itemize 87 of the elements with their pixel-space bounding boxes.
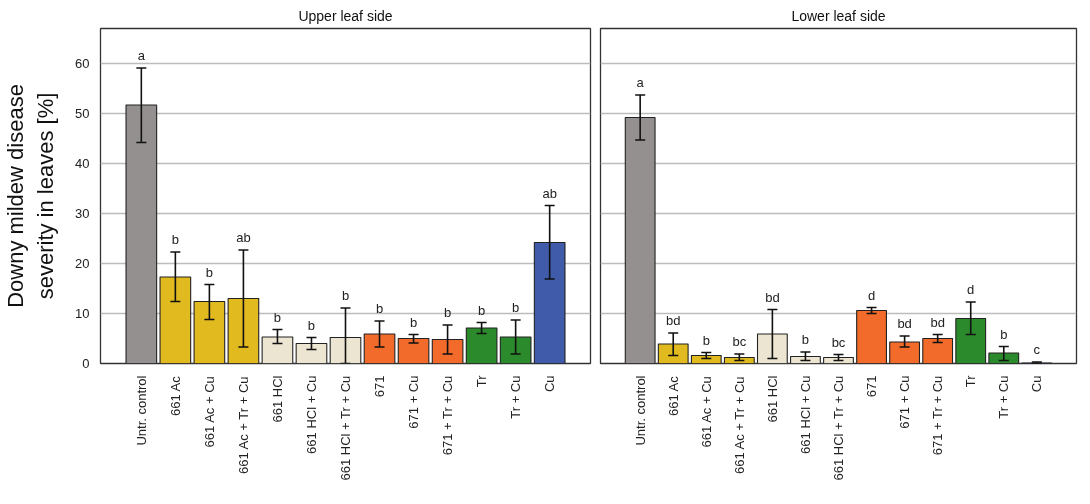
- y-tick-label: 0: [82, 356, 90, 371]
- x-tick-label: 661 Ac + Cu: [201, 376, 217, 448]
- bar: [363, 333, 396, 364]
- x-tick-label: 661 HCl + Cu: [303, 375, 319, 454]
- annotation: bd: [897, 316, 912, 331]
- bar: [499, 336, 532, 364]
- y-tick-label: 10: [75, 306, 90, 321]
- y-tick-label: 40: [75, 156, 90, 171]
- x-tick-label: 661 Ac + Tr + Cu: [235, 376, 251, 475]
- x-tick-label: Cu: [542, 375, 558, 393]
- x-tick-label: 671 + Tr + Cu: [440, 375, 456, 456]
- bar: [922, 337, 954, 364]
- x-tick-label: 661 Ac + Cu: [698, 376, 714, 448]
- bar: [624, 116, 656, 364]
- x-tick-label: 661 Ac: [665, 375, 681, 416]
- x-tick-label: Tr: [963, 374, 979, 388]
- y-tick-label: 60: [75, 56, 90, 71]
- bar: [159, 276, 192, 364]
- annotation: b: [205, 264, 214, 280]
- annotation: b: [478, 302, 486, 318]
- bar: [790, 355, 821, 364]
- bar: [955, 317, 987, 364]
- bar: [329, 336, 362, 364]
- x-tick-label: Untr. control: [632, 375, 648, 446]
- x-tick-label: Tr + Cu: [508, 375, 524, 419]
- y-tick-label: 30: [75, 206, 90, 221]
- annotation: b: [409, 314, 418, 330]
- annotation: b: [307, 317, 316, 333]
- x-tick-label: Untr. control: [133, 375, 149, 446]
- bar: [261, 336, 294, 364]
- x-tick-label: 671 + Tr + Cu: [930, 375, 946, 456]
- bar: [295, 342, 328, 364]
- annotation: ab: [236, 230, 251, 245]
- y-tick-label: 50: [75, 106, 90, 121]
- annotation: bd: [765, 289, 780, 305]
- annotation: b: [801, 332, 810, 347]
- x-tick-label: 661 HCl + Tr + Cu: [338, 375, 353, 481]
- annotation: bd: [665, 313, 681, 328]
- bar: [657, 343, 689, 364]
- x-tick-label: Tr: [474, 374, 490, 388]
- bar: [823, 356, 854, 364]
- x-tick-label: 661 Ac: [167, 375, 183, 416]
- x-tick-label: 671: [372, 375, 388, 398]
- x-tick-label: 661 HCl + Tr + Cu: [831, 375, 846, 481]
- annotation: b: [375, 301, 384, 316]
- x-tick-label: 671 + Cu: [897, 375, 913, 429]
- annotation: b: [512, 300, 520, 315]
- annotation: b: [1000, 326, 1008, 342]
- x-tick-label: 671 + Cu: [406, 375, 422, 429]
- bar: [397, 337, 430, 364]
- annotation: d: [967, 282, 975, 297]
- annotation: b: [443, 305, 452, 320]
- annotation: bc: [831, 334, 846, 350]
- annotation: ab: [542, 185, 557, 201]
- bar: [889, 341, 921, 364]
- x-tick-label: Tr + Cu: [996, 375, 1012, 419]
- y-tick-label: 20: [75, 256, 90, 271]
- chart-title: Upper leaf side: [298, 7, 393, 24]
- chart-title: Lower leaf side: [791, 7, 886, 24]
- x-tick-label: Cu: [1029, 375, 1045, 393]
- x-tick-label: 661 HCl + Cu: [797, 375, 813, 454]
- annotation: bc: [732, 334, 747, 349]
- x-tick-label: 661 HCl: [269, 375, 285, 423]
- annotation: c: [1033, 342, 1041, 357]
- bar: [193, 300, 226, 364]
- x-tick-label: 671: [864, 375, 880, 398]
- annotation: b: [171, 232, 179, 247]
- annotation: b: [702, 332, 710, 348]
- bar: [465, 327, 498, 364]
- y-axis-title: Downy mildew disease severity in leaves [%]: [3, 84, 59, 308]
- annotation: a: [636, 75, 645, 90]
- annotation: a: [137, 48, 146, 63]
- bar: [856, 309, 887, 364]
- bar: [125, 104, 158, 364]
- annotation: bd: [930, 314, 945, 330]
- bar: [431, 338, 464, 364]
- annotation: d: [867, 287, 876, 303]
- bar: [756, 333, 788, 364]
- x-tick-label: 661 Ac + Tr + Cu: [731, 376, 747, 475]
- bar: [988, 352, 1020, 364]
- x-tick-label: 661 HCl: [764, 375, 780, 423]
- bar: [723, 356, 755, 364]
- bar: [227, 297, 260, 364]
- annotation: b: [273, 309, 282, 325]
- bar: [690, 354, 722, 364]
- annotation: b: [341, 288, 350, 303]
- bar: [533, 241, 566, 364]
